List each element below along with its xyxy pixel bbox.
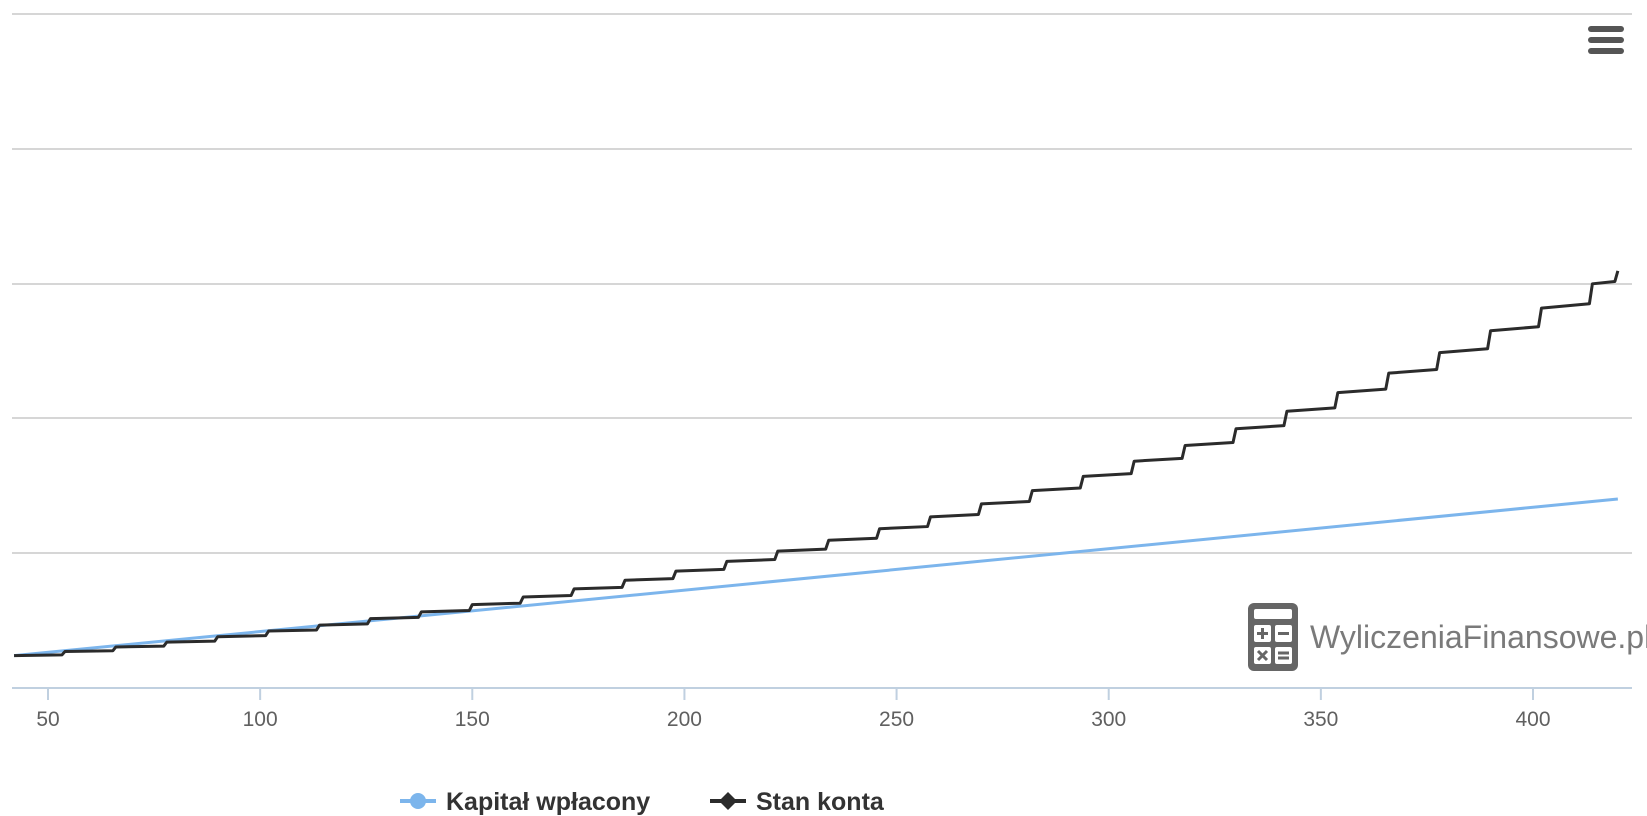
grid-lines (12, 13, 1632, 554)
hamburger-menu-icon[interactable] (1588, 26, 1624, 54)
legend-marker-kapital (410, 793, 426, 809)
series-layer (13, 270, 1620, 658)
legend-label-stan: Stan konta (756, 788, 885, 816)
calculator-logo (1248, 603, 1298, 671)
legend: Kapitał wpłacony Stan konta (400, 788, 885, 816)
legend-marker-stan (719, 792, 737, 810)
legend-item-kapital[interactable]: Kapitał wpłacony (400, 788, 650, 816)
legend-label-kapital: Kapitał wpłacony (446, 788, 650, 816)
x-tick-label: 400 (1515, 708, 1550, 731)
x-tick-label: 250 (879, 708, 914, 731)
legend-item-stan[interactable]: Stan konta (710, 788, 885, 816)
x-tick-label: 100 (243, 708, 278, 731)
watermark: WyliczeniaFinansowe.pl (1248, 603, 1647, 671)
x-tick-label: 200 (667, 708, 702, 731)
x-tick-label: 50 (36, 708, 59, 731)
series-line-stan (14, 270, 1620, 658)
x-axis: 50 100 150 200 250 300 350 400 (12, 687, 1632, 731)
x-tick-label: 150 (455, 708, 490, 731)
x-tick-label: 350 (1303, 708, 1338, 731)
x-tick-label: 300 (1091, 708, 1126, 731)
watermark-text: WyliczeniaFinansowe.pl (1310, 619, 1647, 655)
